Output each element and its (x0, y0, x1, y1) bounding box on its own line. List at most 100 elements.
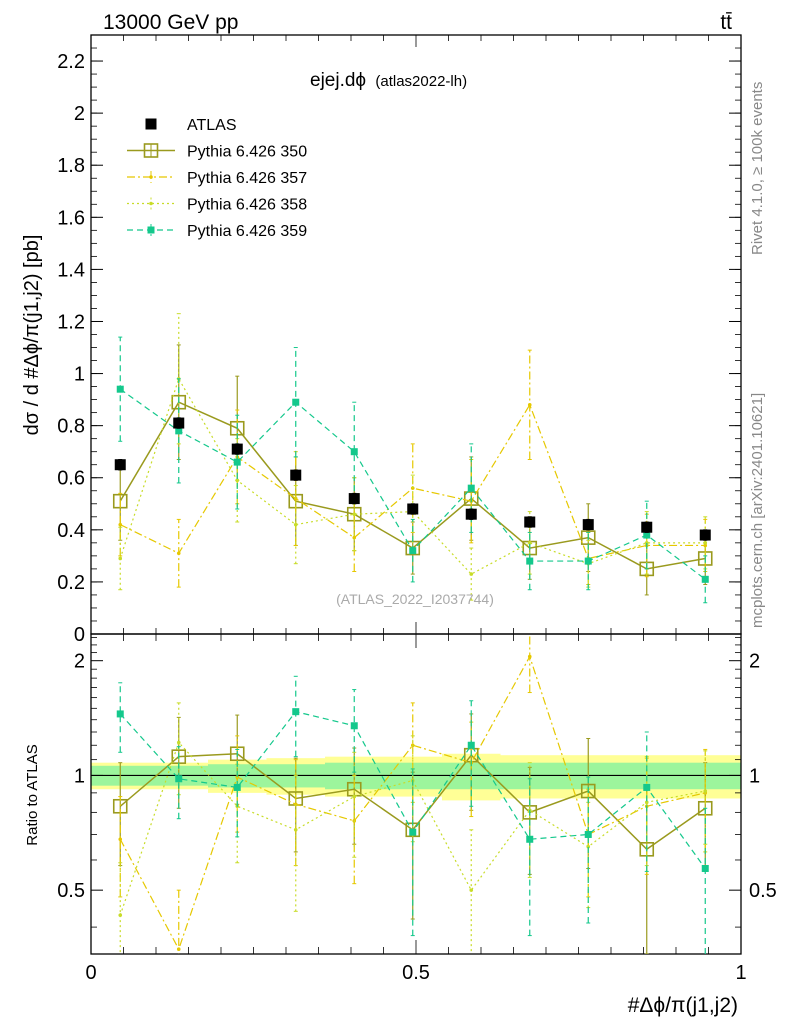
data-point (409, 547, 417, 555)
data-point (467, 741, 475, 749)
data-point (527, 541, 532, 545)
legend-label: Pythia 6.426 357 (187, 170, 307, 187)
data-point (644, 800, 649, 805)
legend-label: Pythia 6.426 350 (187, 144, 307, 161)
legend-label: Pythia 6.426 358 (187, 197, 307, 214)
data-point (118, 837, 123, 842)
legend-label: Pythia 6.426 359 (187, 223, 307, 240)
data-point (350, 448, 358, 456)
x-tick-label: 1 (735, 962, 746, 984)
data-point (469, 572, 474, 576)
series-line (119, 655, 706, 951)
data-point (233, 458, 241, 466)
header-left: 13000 GeV pp (103, 11, 238, 34)
x-axis-label: #Δϕ/π(j1,j2) (628, 994, 738, 1017)
plot-title-sub: (atlas2022-lh) (375, 73, 467, 90)
data-point (524, 516, 536, 528)
data-point (176, 947, 181, 952)
data-point (703, 543, 708, 548)
ratio-y-tick-label-right: 2 (749, 651, 760, 673)
y-tick-label: 0.6 (57, 468, 85, 490)
data-point (235, 478, 240, 483)
data-point (469, 888, 474, 892)
series-atlas (114, 417, 711, 541)
x-tick-label: 0.5 (402, 962, 430, 984)
data-point (527, 654, 532, 659)
legend-item: Pythia 6.426 359 (127, 223, 307, 240)
series-line (119, 741, 706, 916)
data-point (586, 844, 591, 849)
data-point (701, 575, 709, 583)
data-point (116, 385, 124, 393)
legend-marker (145, 118, 157, 130)
mcplots-label: mcplots.cern.ch [arXiv:2401.10621] (749, 393, 766, 628)
data-point (118, 913, 123, 917)
legend-marker (149, 175, 153, 179)
ratio-panel: 0.5 0.5 1 1 2 2 0 0.5 1 (57, 633, 777, 984)
data-point (584, 830, 592, 838)
y-tick-label: 2.2 (57, 51, 85, 73)
series-pythia-6-426-359 (116, 675, 709, 954)
data-point (176, 551, 181, 556)
data-point (233, 783, 241, 791)
data-point (173, 417, 185, 429)
data-point (175, 775, 183, 783)
y-tick-label: 0.2 (57, 572, 85, 594)
data-point (293, 828, 298, 832)
ratio-y-tick-label: 2 (74, 651, 85, 673)
legend-label: ATLAS (187, 117, 237, 134)
legend-item: Pythia 6.426 358 (127, 197, 307, 214)
data-point (410, 486, 415, 490)
y-tick-label: 1.8 (57, 155, 85, 177)
data-point (526, 835, 534, 843)
data-point (292, 398, 300, 406)
data-point (703, 789, 708, 793)
data-point (175, 427, 183, 435)
ratio-y-tick-label-right: 0.5 (749, 880, 777, 902)
data-point (231, 443, 243, 455)
data-point (114, 459, 126, 471)
ratio-y-tick-label: 0.5 (57, 880, 85, 902)
data-point (290, 469, 302, 481)
y-tick-label: 1.2 (57, 311, 85, 333)
header-right: tt̄ (720, 11, 732, 34)
data-point (352, 535, 357, 540)
y-tick-label: 0 (74, 624, 85, 646)
y-tick-label: 1.6 (57, 207, 85, 229)
legend-item: Pythia 6.426 357 (127, 170, 307, 187)
data-point (118, 556, 123, 561)
data-point (582, 519, 594, 531)
y-tick-label: 1.4 (57, 259, 85, 281)
main-ylabel: dσ / d #Δϕ/π(j1,j2) [pb] (21, 235, 43, 436)
data-point (643, 783, 651, 791)
data-point (293, 522, 298, 527)
x-tick-label: 0 (85, 962, 96, 984)
data-point (292, 708, 300, 716)
data-point (350, 722, 358, 730)
data-point (407, 503, 419, 515)
data-point (176, 740, 181, 745)
data-point (118, 522, 123, 527)
ratio-y-tick-label-right: 1 (749, 765, 760, 787)
analysis-watermark: (ATLAS_2022_I2037744) (336, 591, 494, 607)
rivet-label: Rivet 4.1.0, ≥ 100k events (749, 82, 766, 255)
data-point (644, 541, 649, 545)
ratio-ylabel: Ratio to ATLAS (24, 744, 41, 845)
data-point (116, 710, 124, 718)
data-point (584, 557, 592, 565)
legend-item: ATLAS (145, 117, 237, 134)
data-point (526, 557, 534, 565)
legend-marker (147, 226, 155, 234)
plot-title: ejej.dϕ (atlas2022-lh) (310, 70, 467, 91)
data-point (352, 512, 357, 516)
data-point (641, 521, 653, 533)
data-point (293, 802, 298, 807)
y-tick-label: 1 (74, 364, 85, 386)
legend-item: Pythia 6.426 350 (127, 143, 307, 161)
y-tick-label: 2 (74, 103, 85, 125)
legend-marker (149, 201, 153, 206)
data-point (348, 493, 360, 505)
main-panel: 0 0.2 0.4 0.6 0.8 1 1.2 1.4 1.6 1.8 2 2.2 (57, 34, 742, 646)
data-point (699, 529, 711, 541)
data-point (465, 508, 477, 520)
